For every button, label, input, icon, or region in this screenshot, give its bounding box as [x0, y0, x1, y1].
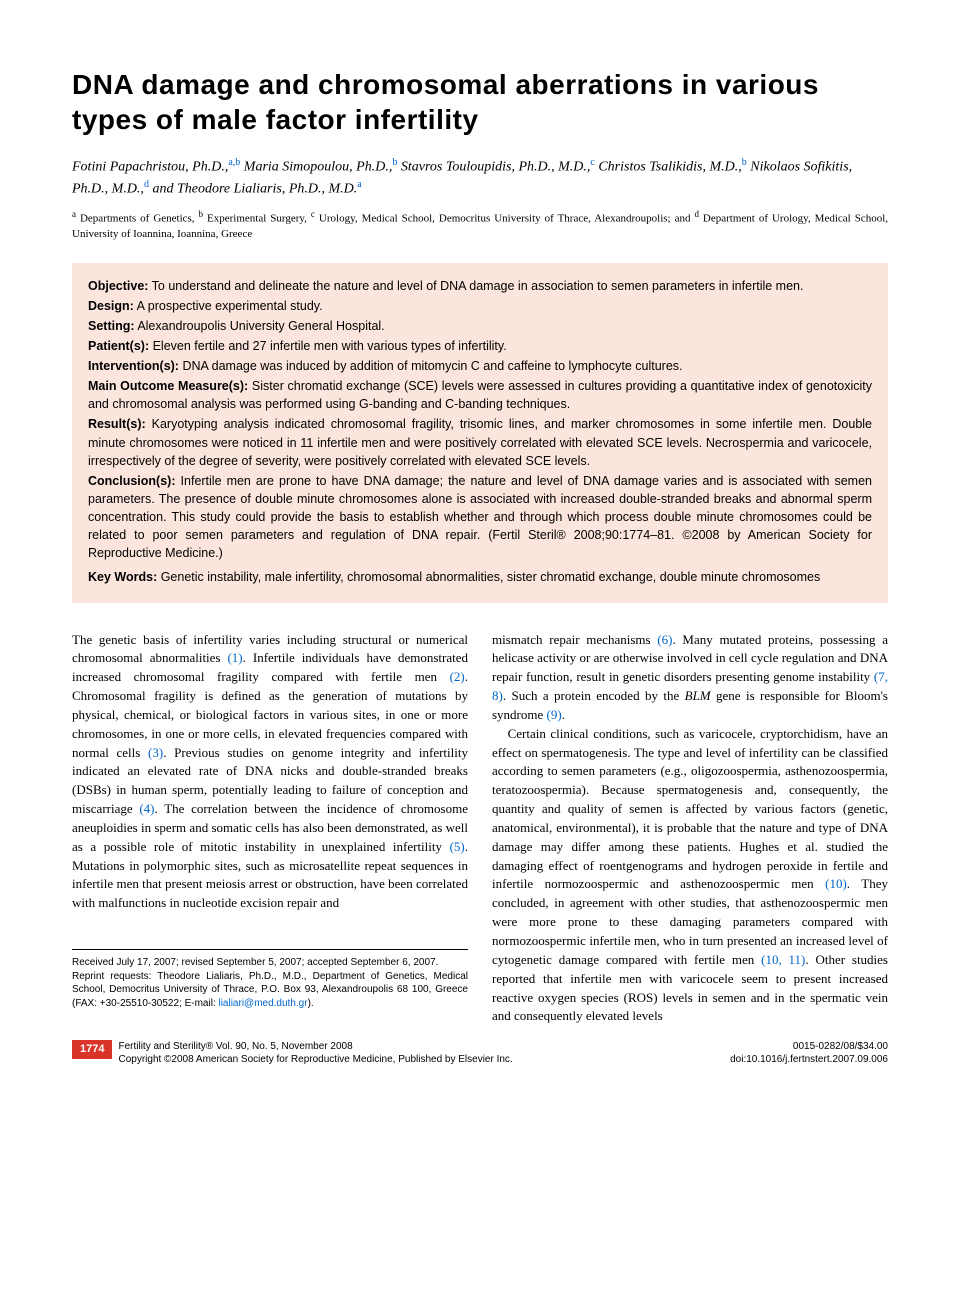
abstract-label: Key Words: [88, 570, 157, 584]
abstract-label: Conclusion(s): [88, 474, 176, 488]
abstract-label: Design: [88, 299, 134, 313]
abstract-text: Karyotyping analysis indicated chromosom… [88, 417, 872, 467]
footnote-received: Received July 17, 2007; revised Septembe… [72, 956, 468, 970]
page-number-badge: 1774 [72, 1040, 112, 1058]
article-title: DNA damage and chromosomal aberrations i… [72, 67, 888, 137]
abstract-measures: Main Outcome Measure(s): Sister chromati… [88, 377, 872, 413]
abstract-label: Result(s): [88, 417, 146, 431]
abstract-conclusions: Conclusion(s): Infertile men are prone t… [88, 472, 872, 563]
abstract-label: Main Outcome Measure(s): [88, 379, 248, 393]
abstract-box: Objective: To understand and delineate t… [72, 263, 888, 603]
body-paragraph: mismatch repair mechanisms (6). Many mut… [492, 631, 888, 725]
abstract-interventions: Intervention(s): DNA damage was induced … [88, 357, 872, 375]
body-paragraph: Certain clinical conditions, such as var… [492, 725, 888, 1027]
abstract-text: Genetic instability, male infertility, c… [157, 570, 820, 584]
abstract-text: To understand and delineate the nature a… [148, 279, 803, 293]
abstract-label: Objective: [88, 279, 148, 293]
abstract-objective: Objective: To understand and delineate t… [88, 277, 872, 295]
footer-left: 1774 Fertility and Sterility® Vol. 90, N… [72, 1040, 513, 1066]
footnote-text: ). [308, 998, 314, 1009]
page: DNA damage and chromosomal aberrations i… [0, 0, 960, 1086]
page-footer: 1774 Fertility and Sterility® Vol. 90, N… [72, 1040, 888, 1066]
footnotes: Received July 17, 2007; revised Septembe… [72, 949, 468, 1010]
column-right: mismatch repair mechanisms (6). Many mut… [492, 631, 888, 1027]
doi: doi:10.1016/j.fertnstert.2007.09.006 [730, 1054, 888, 1065]
column-left: The genetic basis of infertility varies … [72, 631, 468, 1027]
email-link[interactable]: lialiari@med.duth.gr [218, 998, 307, 1009]
abstract-text: Alexandroupolis University General Hospi… [135, 319, 385, 333]
abstract-results: Result(s): Karyotyping analysis indicate… [88, 415, 872, 469]
abstract-label: Patient(s): [88, 339, 149, 353]
abstract-text: Eleven fertile and 27 infertile men with… [149, 339, 507, 353]
footer-right: 0015-0282/08/$34.00 doi:10.1016/j.fertns… [730, 1040, 888, 1066]
abstract-setting: Setting: Alexandroupolis University Gene… [88, 317, 872, 335]
footer-journal-info: Fertility and Sterility® Vol. 90, No. 5,… [118, 1040, 512, 1066]
affiliations: a Departments of Genetics, b Experimenta… [72, 208, 888, 242]
abstract-text: A prospective experimental study. [134, 299, 323, 313]
abstract-design: Design: A prospective experimental study… [88, 297, 872, 315]
footnote-reprint: Reprint requests: Theodore Lialiaris, Ph… [72, 970, 468, 1011]
abstract-label: Intervention(s): [88, 359, 179, 373]
author-list: Fotini Papachristou, Ph.D.,a,b Maria Sim… [72, 155, 888, 200]
abstract-label: Setting: [88, 319, 135, 333]
abstract-keywords: Key Words: Genetic instability, male inf… [88, 568, 872, 586]
copyright-line: Copyright ©2008 American Society for Rep… [118, 1054, 512, 1065]
abstract-text: DNA damage was induced by addition of mi… [179, 359, 683, 373]
body-paragraph: The genetic basis of infertility varies … [72, 631, 468, 914]
body-columns: The genetic basis of infertility varies … [72, 631, 888, 1027]
abstract-text: Infertile men are prone to have DNA dama… [88, 474, 872, 561]
journal-line: Fertility and Sterility® Vol. 90, No. 5,… [118, 1041, 352, 1052]
abstract-patients: Patient(s): Eleven fertile and 27 infert… [88, 337, 872, 355]
issn-price: 0015-0282/08/$34.00 [793, 1041, 888, 1052]
